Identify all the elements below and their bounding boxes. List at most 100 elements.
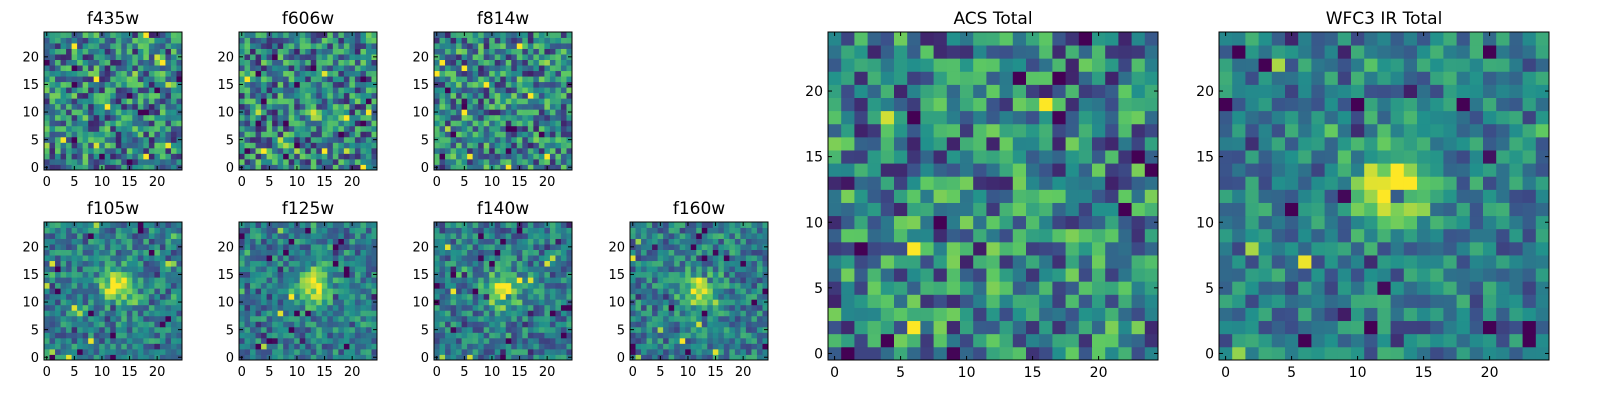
heatmap-cell — [500, 266, 507, 273]
heatmap-cell — [505, 244, 512, 250]
heatmap-cell — [489, 59, 496, 66]
heatmap-cell — [560, 326, 567, 333]
heatmap-cell — [560, 260, 567, 267]
heatmap-cell — [170, 120, 177, 127]
heatmap-cell — [701, 271, 708, 278]
heatmap-cell — [137, 315, 144, 322]
heatmap-cell — [500, 158, 507, 165]
heatmap-cell — [500, 233, 507, 239]
heatmap-cell — [49, 238, 56, 245]
heatmap-cell — [494, 282, 501, 289]
heatmap-cell — [277, 81, 284, 88]
heatmap-cell — [494, 147, 501, 154]
heatmap-cell — [277, 76, 284, 83]
heatmap-cell — [343, 266, 350, 273]
heatmap-cell — [478, 222, 485, 228]
heatmap-cell — [652, 244, 658, 250]
heatmap-cell — [478, 244, 485, 250]
heatmap-cell — [456, 147, 462, 154]
heatmap-cell — [316, 282, 323, 289]
heatmap-cell — [165, 142, 172, 149]
heatmap-cell — [165, 315, 172, 322]
heatmap-cell — [533, 310, 540, 317]
heatmap-cell — [696, 332, 703, 339]
heatmap-cell — [867, 255, 882, 269]
heatmap-cell — [277, 142, 284, 149]
heatmap-cell — [841, 333, 855, 348]
heatmap-cell — [250, 81, 256, 88]
heatmap-cell — [1092, 189, 1106, 203]
heatmap-cell — [500, 244, 507, 250]
heatmap-cell — [77, 222, 84, 228]
heatmap-cell — [126, 114, 133, 121]
heatmap-cell — [266, 238, 273, 245]
heatmap-cell — [82, 277, 89, 284]
heatmap-cell — [170, 87, 177, 94]
heatmap-cell — [365, 120, 372, 127]
heatmap-cell — [478, 43, 485, 49]
heatmap-cell — [668, 255, 675, 262]
heatmap-cell — [533, 249, 540, 256]
heatmap-cell — [762, 337, 769, 344]
heatmap-cell — [71, 125, 78, 132]
heatmap-cell — [115, 114, 122, 121]
heatmap-cell — [494, 32, 501, 38]
heatmap-cell — [751, 321, 758, 328]
y-tick-label: 10 — [22, 296, 39, 311]
heatmap-cell — [88, 65, 95, 72]
heatmap-cell — [516, 332, 523, 339]
heatmap-cell — [110, 65, 117, 72]
heatmap-cell — [360, 249, 367, 256]
heatmap-cell — [663, 233, 670, 239]
y-tick-label: 10 — [22, 106, 39, 121]
heatmap-cell — [115, 136, 122, 143]
heatmap-cell — [450, 277, 457, 284]
heatmap-cell — [740, 348, 747, 355]
heatmap-cell — [489, 282, 496, 289]
heatmap-cell — [66, 293, 72, 300]
heatmap-cell — [71, 147, 78, 154]
heatmap-cell — [272, 260, 279, 267]
heatmap-cell — [663, 326, 670, 333]
heatmap-cell — [555, 304, 562, 311]
heatmap-cell — [148, 120, 155, 127]
heatmap-cell — [907, 281, 921, 295]
heatmap-cell — [244, 348, 251, 355]
heatmap-cell — [305, 158, 312, 165]
heatmap-cell — [82, 65, 89, 72]
heatmap-cell — [110, 103, 117, 110]
heatmap-cell — [489, 310, 496, 317]
heatmap-cell — [461, 271, 468, 278]
heatmap-cell — [751, 255, 758, 262]
heatmap-cell — [360, 164, 367, 171]
heatmap-cell — [1026, 307, 1040, 322]
heatmap-cell — [354, 227, 361, 234]
heatmap-cell — [93, 310, 100, 317]
heatmap-cell — [294, 326, 301, 333]
heatmap-cell — [641, 321, 647, 328]
heatmap-cell — [360, 332, 367, 339]
heatmap-cell — [1131, 346, 1146, 361]
heatmap-cell — [104, 92, 111, 99]
heatmap-cell — [445, 299, 451, 306]
heatmap-cell — [500, 70, 507, 77]
heatmap-cell — [71, 43, 78, 49]
heatmap-cell — [93, 142, 100, 149]
heatmap-cell — [986, 202, 1000, 217]
heatmap-cell — [456, 238, 462, 245]
heatmap-cell — [478, 304, 485, 311]
heatmap-cell — [299, 299, 306, 306]
heatmap-cell — [657, 233, 664, 239]
heatmap-cell — [500, 343, 507, 350]
heatmap-cell — [472, 354, 479, 361]
heatmap-cell — [360, 304, 367, 311]
heatmap-cell — [132, 147, 139, 154]
heatmap-cell — [310, 326, 317, 333]
heatmap-cell — [77, 147, 84, 154]
heatmap-cell — [310, 315, 317, 322]
heatmap-cell — [544, 266, 551, 273]
heatmap-cell — [467, 354, 474, 361]
heatmap-cell — [434, 92, 440, 99]
heatmap-cell — [538, 87, 545, 94]
heatmap-cell — [283, 147, 290, 154]
